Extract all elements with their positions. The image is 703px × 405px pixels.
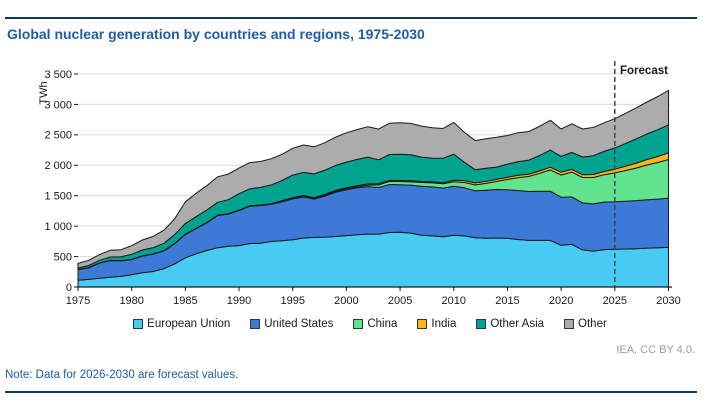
legend-swatch-other-asia — [476, 319, 487, 329]
svg-text:3 500: 3 500 — [44, 69, 72, 81]
forecast-note: Note: Data for 2026-2030 are forecast va… — [5, 369, 239, 381]
svg-text:2030: 2030 — [656, 295, 680, 307]
svg-text:1985: 1985 — [173, 295, 197, 307]
legend-item-other-asia: Other Asia — [476, 318, 544, 330]
legend-item-other: Other — [564, 318, 607, 330]
chart-legend: European Union United States China India… — [70, 318, 670, 330]
svg-text:2 500: 2 500 — [44, 130, 72, 142]
legend-item-united-states: United States — [250, 318, 333, 330]
svg-text:1990: 1990 — [227, 295, 251, 307]
svg-text:1975: 1975 — [66, 295, 90, 307]
legend-item-china: China — [353, 318, 397, 330]
area-bands — [77, 89, 669, 288]
legend-label: European Union — [147, 318, 231, 330]
top-rule — [5, 17, 697, 19]
svg-text:2020: 2020 — [549, 295, 573, 307]
legend-swatch-india — [417, 319, 428, 329]
legend-swatch-other — [564, 319, 575, 329]
axes — [74, 73, 672, 291]
svg-text:2025: 2025 — [603, 295, 627, 307]
svg-text:2000: 2000 — [334, 295, 358, 307]
legend-item-european-union: European Union — [133, 318, 230, 330]
bottom-rule — [5, 391, 697, 393]
axis-labels: 0 500 1 000 1 500 2 000 2 500 3 000 3 500 1975 19… — [44, 69, 680, 307]
page-title: Global nuclear generation by countries a… — [7, 26, 425, 42]
svg-text:1980: 1980 — [119, 295, 143, 307]
legend-label: Other Asia — [490, 318, 545, 330]
forecast-label: Forecast — [620, 65, 668, 77]
svg-text:1 500: 1 500 — [44, 191, 72, 203]
svg-text:2010: 2010 — [442, 295, 466, 307]
svg-text:3 000: 3 000 — [44, 99, 72, 111]
svg-text:1995: 1995 — [280, 295, 304, 307]
legend-label: China — [367, 318, 398, 330]
svg-text:2015: 2015 — [495, 295, 519, 307]
legend-swatch-european-union — [133, 319, 144, 329]
legend-item-india: India — [417, 318, 456, 330]
legend-label: Other — [578, 318, 607, 330]
svg-text:0: 0 — [66, 282, 72, 294]
svg-text:1 000: 1 000 — [44, 221, 72, 233]
source-credit: IEA. CC BY 4.0. — [616, 344, 695, 356]
svg-text:2 000: 2 000 — [44, 160, 72, 172]
legend-label: United States — [264, 318, 334, 330]
legend-label: India — [431, 318, 457, 330]
legend-swatch-united-states — [250, 319, 261, 329]
svg-text:2005: 2005 — [388, 295, 412, 307]
legend-swatch-china — [353, 319, 364, 329]
svg-text:500: 500 — [54, 251, 72, 263]
y-axis-title: TWh — [38, 81, 50, 104]
